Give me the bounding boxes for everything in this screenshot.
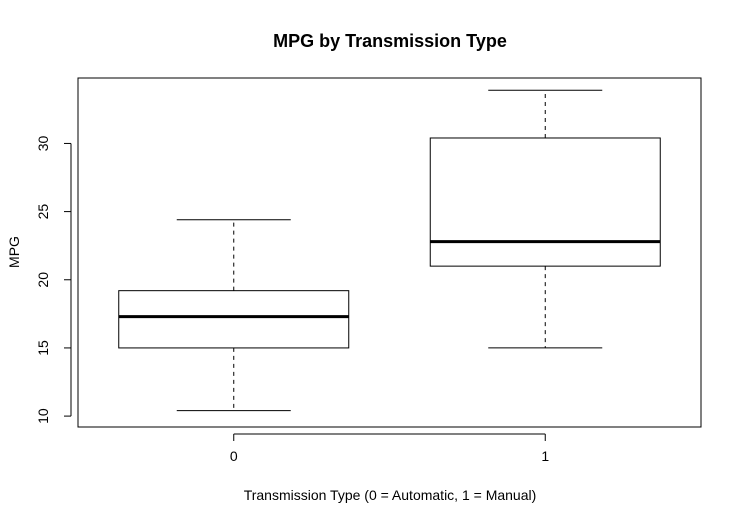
box-1	[429, 89, 661, 349]
y-tick-label: 25	[35, 204, 51, 220]
iqr-box	[429, 137, 661, 267]
box-0	[118, 219, 350, 412]
y-axis-label: MPG	[6, 236, 22, 268]
y-axis: 10 15 20 25 30	[35, 135, 72, 424]
x-axis-label: Transmission Type (0 = Automatic, 1 = Ma…	[244, 487, 537, 503]
plot-area-frame	[77, 77, 702, 428]
y-tick-label: 15	[35, 340, 51, 356]
y-tick-label: 30	[35, 135, 51, 151]
y-tick-label: 10	[35, 408, 51, 424]
y-tick-label: 20	[35, 272, 51, 288]
x-tick-label: 0	[230, 448, 238, 464]
iqr-box	[118, 290, 350, 349]
boxes-group	[118, 89, 661, 412]
chart-title: MPG by Transmission Type	[273, 31, 507, 51]
x-tick-label: 1	[541, 448, 549, 464]
